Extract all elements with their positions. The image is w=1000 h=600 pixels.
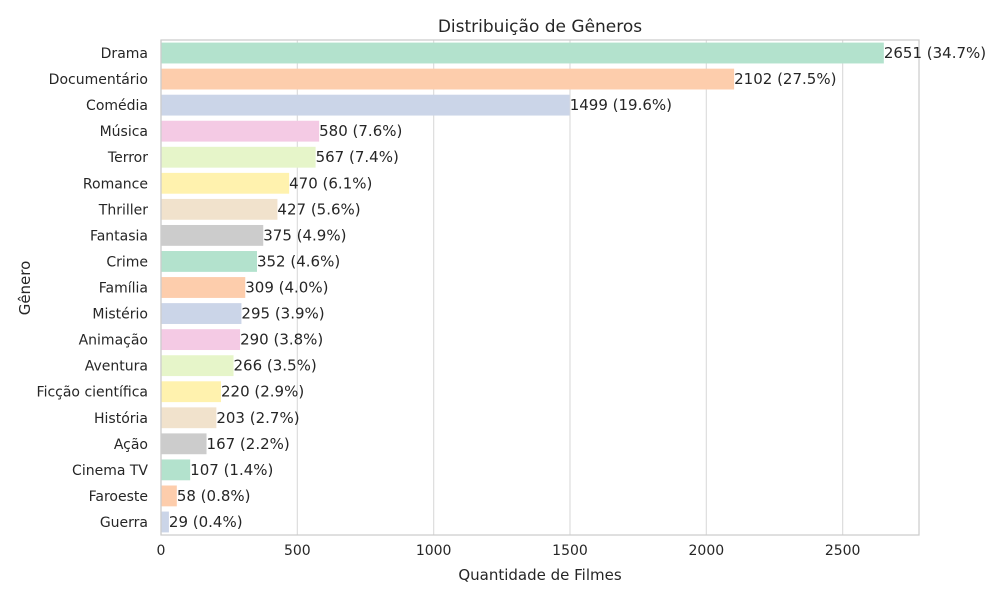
- data-label: 309 (4.0%): [245, 279, 328, 297]
- data-label: 266 (3.5%): [234, 357, 317, 375]
- chart-title: Distribuição de Gêneros: [438, 17, 642, 37]
- bar: [161, 277, 246, 298]
- data-label: 2102 (27.5%): [734, 70, 836, 88]
- y-category-label: Documentário: [49, 72, 148, 88]
- bar: [161, 172, 290, 194]
- bar: [161, 94, 570, 116]
- x-axis-label: Quantidade de Filmes: [458, 566, 622, 584]
- bar: [161, 303, 242, 324]
- data-label: 567 (7.4%): [316, 148, 399, 166]
- y-category-label: Guerra: [100, 515, 148, 531]
- x-axis-ticks: 0 500 1000 1500 2000 2500: [157, 543, 861, 559]
- y-axis-categories: Drama Documentário Comédia Música Terror Roma…: [37, 46, 149, 531]
- x-tick-label: 0: [157, 543, 166, 559]
- data-label: 427 (5.6%): [277, 200, 360, 218]
- bar: [161, 355, 234, 377]
- y-category-label: Terror: [107, 150, 148, 166]
- data-label: 107 (1.4%): [190, 461, 273, 479]
- y-category-label: Música: [100, 124, 148, 140]
- bar: [161, 198, 278, 220]
- data-label: 295 (3.9%): [241, 305, 324, 323]
- data-label: 58 (0.8%): [177, 487, 251, 505]
- bar: [161, 120, 320, 142]
- data-label: 203 (2.7%): [216, 409, 299, 427]
- data-label: 580 (7.6%): [319, 122, 402, 140]
- data-label: 2651 (34.7%): [884, 44, 986, 62]
- bar: [161, 146, 316, 168]
- bar: [161, 42, 884, 64]
- data-label: 352 (4.6%): [257, 252, 340, 270]
- y-axis-label: Gênero: [16, 261, 34, 316]
- y-category-label: Família: [99, 281, 148, 297]
- x-tick-label: 2500: [825, 543, 861, 559]
- data-label: 29 (0.4%): [169, 513, 243, 531]
- y-category-label: Aventura: [85, 359, 148, 375]
- y-category-label: História: [94, 411, 148, 427]
- data-label: 470 (6.1%): [289, 174, 372, 192]
- x-tick-label: 500: [284, 543, 311, 559]
- bars: [161, 42, 884, 533]
- y-category-label: Romance: [83, 176, 148, 192]
- y-category-label: Fantasia: [90, 228, 148, 244]
- y-category-label: Thriller: [98, 202, 148, 218]
- x-tick-label: 1000: [416, 543, 452, 559]
- y-category-label: Faroeste: [89, 489, 148, 505]
- bar: [161, 68, 735, 90]
- data-label: 167 (2.2%): [207, 435, 290, 453]
- bar: [161, 433, 207, 455]
- y-category-label: Mistério: [92, 307, 148, 323]
- y-category-label: Animação: [79, 333, 148, 349]
- x-tick-label: 2000: [689, 543, 725, 559]
- y-category-label: Crime: [106, 254, 148, 270]
- y-category-label: Cinema TV: [72, 463, 148, 479]
- bar: [161, 381, 221, 403]
- data-label: 375 (4.9%): [263, 226, 346, 244]
- data-label: 1499 (19.6%): [570, 96, 672, 114]
- bar: [161, 459, 191, 481]
- plot-frame: [160, 39, 920, 536]
- y-category-label: Ficção científica: [37, 385, 148, 401]
- data-labels: 2651 (34.7%) 2102 (27.5%) 1499 (19.6%) 580 …: [169, 44, 986, 531]
- y-category-label: Comédia: [86, 98, 148, 114]
- bar: [161, 224, 264, 246]
- bar: [161, 329, 241, 351]
- x-tick-label: 1500: [552, 543, 588, 559]
- y-category-label: Ação: [114, 437, 148, 453]
- bar: [161, 511, 169, 533]
- data-label: 220 (2.9%): [221, 383, 304, 401]
- bar: [161, 407, 217, 429]
- bar: [161, 485, 177, 507]
- data-label: 290 (3.8%): [240, 331, 323, 349]
- bar: [161, 251, 257, 272]
- y-category-label: Drama: [101, 46, 148, 62]
